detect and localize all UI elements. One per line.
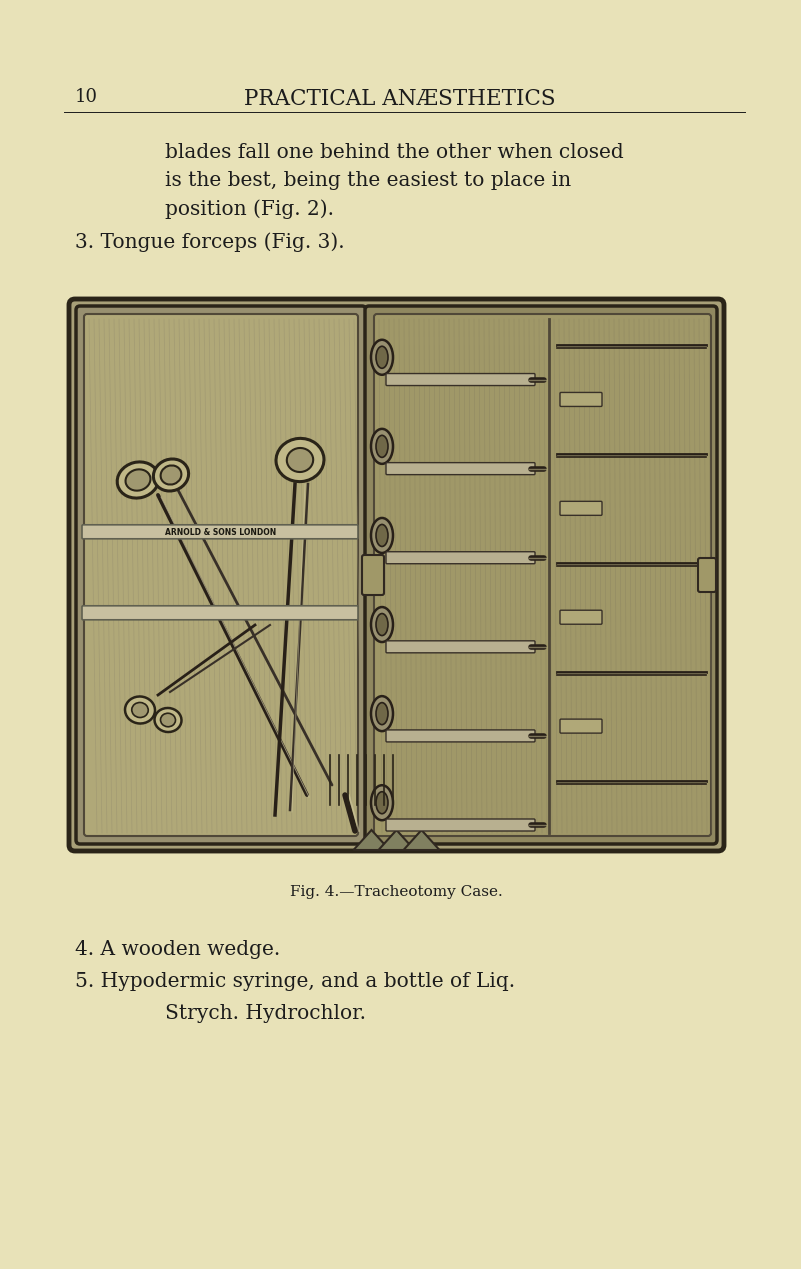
Text: 3. Tongue forceps (Fig. 3).: 3. Tongue forceps (Fig. 3).: [75, 232, 344, 251]
FancyBboxPatch shape: [76, 306, 366, 844]
Text: ARNOLD & SONS LONDON: ARNOLD & SONS LONDON: [165, 528, 276, 537]
FancyBboxPatch shape: [84, 313, 358, 836]
Text: Strych. Hydrochlor.: Strych. Hydrochlor.: [165, 1004, 366, 1023]
Ellipse shape: [125, 697, 155, 723]
FancyBboxPatch shape: [386, 552, 535, 563]
Text: position (Fig. 2).: position (Fig. 2).: [165, 199, 334, 218]
Ellipse shape: [376, 524, 388, 547]
FancyBboxPatch shape: [69, 299, 724, 851]
FancyBboxPatch shape: [365, 306, 717, 844]
Ellipse shape: [287, 448, 313, 472]
Ellipse shape: [371, 607, 393, 642]
Ellipse shape: [276, 438, 324, 482]
FancyBboxPatch shape: [362, 555, 384, 595]
Ellipse shape: [155, 708, 182, 732]
Ellipse shape: [371, 697, 393, 731]
Polygon shape: [353, 830, 389, 850]
FancyBboxPatch shape: [386, 373, 535, 386]
Ellipse shape: [376, 613, 388, 636]
Ellipse shape: [376, 703, 388, 725]
FancyBboxPatch shape: [560, 392, 602, 406]
Ellipse shape: [131, 703, 148, 717]
Text: 5. Hypodermic syringe, and a bottle of Liq.: 5. Hypodermic syringe, and a bottle of L…: [75, 972, 515, 991]
Ellipse shape: [376, 435, 388, 457]
FancyBboxPatch shape: [386, 641, 535, 652]
Ellipse shape: [153, 459, 188, 491]
Text: PRACTICAL ANÆSTHETICS: PRACTICAL ANÆSTHETICS: [244, 88, 556, 110]
Polygon shape: [79, 313, 722, 849]
FancyBboxPatch shape: [82, 605, 358, 619]
FancyBboxPatch shape: [560, 501, 602, 515]
Ellipse shape: [126, 470, 151, 491]
FancyBboxPatch shape: [560, 610, 602, 624]
FancyBboxPatch shape: [82, 525, 358, 539]
Ellipse shape: [371, 429, 393, 464]
FancyBboxPatch shape: [560, 720, 602, 733]
Text: 4. A wooden wedge.: 4. A wooden wedge.: [75, 940, 280, 959]
Ellipse shape: [160, 713, 175, 727]
FancyBboxPatch shape: [374, 313, 711, 836]
Ellipse shape: [371, 518, 393, 553]
Ellipse shape: [376, 346, 388, 368]
Polygon shape: [404, 830, 440, 850]
Ellipse shape: [371, 340, 393, 374]
FancyBboxPatch shape: [386, 463, 535, 475]
FancyBboxPatch shape: [386, 730, 535, 742]
FancyBboxPatch shape: [386, 819, 535, 831]
Ellipse shape: [376, 792, 388, 813]
Ellipse shape: [117, 462, 159, 497]
Text: 10: 10: [75, 88, 98, 107]
Text: is the best, being the easiest to place in: is the best, being the easiest to place …: [165, 171, 571, 190]
Text: blades fall one behind the other when closed: blades fall one behind the other when cl…: [165, 143, 624, 162]
FancyBboxPatch shape: [698, 558, 716, 593]
Polygon shape: [379, 830, 414, 850]
Ellipse shape: [161, 466, 181, 485]
Text: Fig. 4.—Tracheotomy Case.: Fig. 4.—Tracheotomy Case.: [290, 884, 503, 898]
Ellipse shape: [371, 786, 393, 820]
